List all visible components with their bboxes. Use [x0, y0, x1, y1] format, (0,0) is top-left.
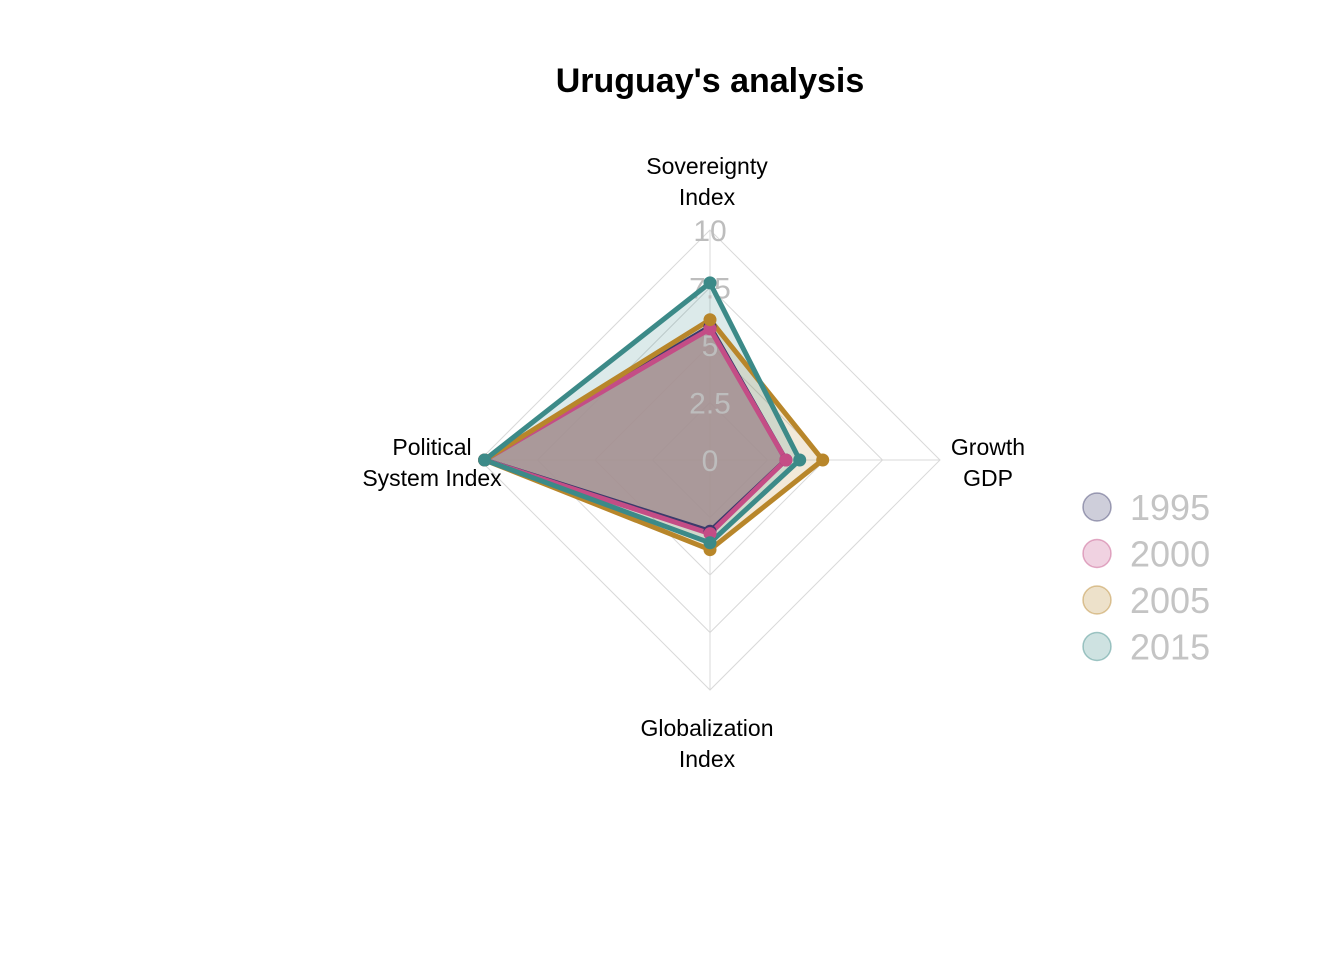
legend-swatch-1995 [1082, 492, 1112, 522]
legend-label-2000: 2000 [1130, 534, 1210, 575]
data-point-2015 [703, 276, 717, 290]
data-point-2005 [816, 453, 830, 467]
axis-label: Globalization Index [641, 715, 774, 772]
legend-label-2015: 2015 [1130, 627, 1210, 668]
legend-label-1995: 1995 [1130, 487, 1210, 528]
series-points [478, 276, 830, 557]
series-overlap [484, 328, 786, 532]
data-point-2000 [779, 453, 793, 467]
data-point-2015 [478, 453, 492, 467]
chart-title: Uruguay's analysis [556, 62, 865, 100]
legend-swatch-2015 [1082, 631, 1112, 662]
overlap-fill [484, 328, 786, 532]
data-point-2000 [703, 322, 717, 336]
tick-label: 2.5 [689, 388, 731, 421]
tick-label: 0 [702, 445, 719, 478]
legend-swatch-2005 [1082, 585, 1112, 615]
axis-labels: Sovereignty Index Growth GDP Globalization In… [362, 153, 1025, 772]
legend-swatch-2000 [1082, 538, 1112, 569]
tick-label: 10 [693, 215, 726, 248]
data-point-2015 [703, 536, 717, 550]
axis-label: Sovereignty Index [646, 153, 768, 210]
axis-label: Growth GDP [951, 434, 1025, 491]
data-point-2005 [703, 313, 717, 327]
tick-labels: 02.557.510 [689, 215, 731, 478]
axis-label: Political System Index [362, 434, 502, 491]
data-point-2015 [793, 453, 807, 467]
data-point-2000 [703, 527, 717, 541]
legend: 1995 2000 2005 2015 [1082, 487, 1210, 668]
legend-label-2005: 2005 [1130, 580, 1210, 621]
